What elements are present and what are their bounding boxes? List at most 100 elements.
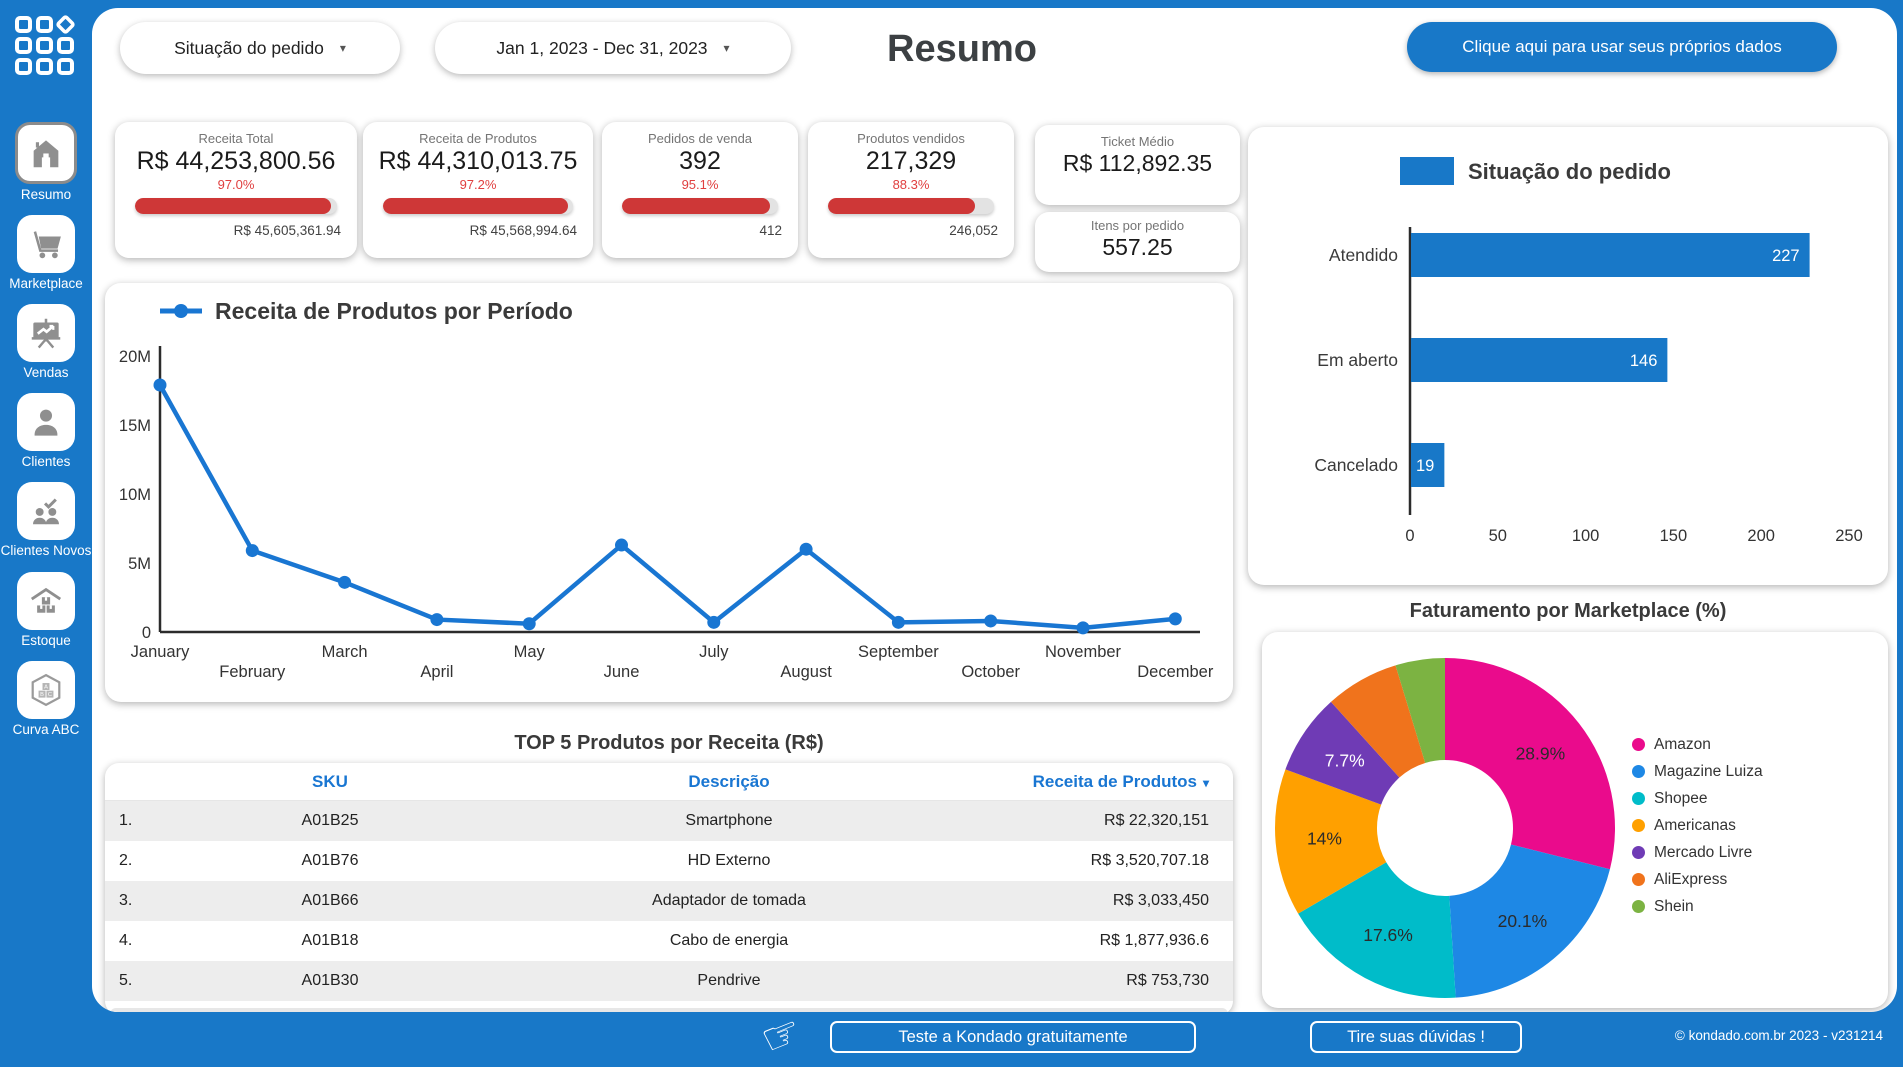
status-filter-label: Situação do pedido [174,37,324,58]
trial-button[interactable]: Teste a Kondado gratuitamente [830,1021,1196,1053]
doubts-button[interactable]: Tire suas dúvidas ! [1310,1021,1522,1053]
line-data-point-april[interactable] [430,613,444,627]
donut-slice-mercado-livre[interactable] [1285,701,1400,805]
line-data-point-january[interactable] [153,378,167,392]
home-icon [15,122,77,184]
donut-slice-amazon[interactable] [1445,658,1615,870]
line-data-point-may[interactable] [522,617,536,631]
footer: ☞ Teste a Kondado gratuitamente Tire sua… [0,1005,1903,1066]
bar-cancelado[interactable] [1411,443,1445,487]
line-data-point-june[interactable] [615,538,628,552]
x-axis-month-label: January [131,643,190,661]
kpi-card-receita-total: Receita Total R$ 44,253,800.56 97.0% R$ … [115,122,357,258]
table-row[interactable]: 4. A01B18 Cabo de energia R$ 1,877,936.6 [105,921,1233,961]
copyright-text: © kondado.com.br 2023 - v231214 [1674,1028,1883,1043]
line-data-point-july[interactable] [707,615,721,629]
bar-atendido[interactable] [1411,233,1810,277]
line-data-point-february[interactable] [245,544,259,558]
people-check-icon [17,482,75,541]
y-axis-tick-label: 15M [119,417,151,435]
sidebar-item-resumo[interactable]: Resumo [0,122,92,202]
kpi-target-value: R$ 45,568,994.64 [469,223,577,238]
line-data-point-december[interactable] [1168,612,1182,626]
sidebar-item-vendas[interactable]: Vendas [0,304,92,380]
table-row[interactable]: 2. A01B76 HD Externo R$ 3,520,707.18 [105,841,1233,881]
legend-label: Magazine Luiza [1654,762,1763,780]
sidebar-item-marketplace[interactable]: Marketplace [0,215,92,291]
sidebar-nav: Resumo Marketplace Vendas Clientes [0,122,92,750]
use-own-data-button[interactable]: Clique aqui para usar seus próprios dado… [1407,22,1837,72]
kpi-card-ticket-medio: Ticket Médio R$ 112,892.35 [1035,125,1240,205]
line-data-point-october[interactable] [984,614,998,628]
sidebar-item-estoque[interactable]: Estoque [0,571,92,648]
legend-item-mercado-livre[interactable]: Mercado Livre [1632,839,1763,866]
legend-color-dot [1632,900,1645,913]
kondado-logo-icon[interactable] [15,13,77,75]
line-data-point-november[interactable] [1076,621,1090,635]
logo-cell [57,58,74,75]
table-horizontal-scrollbar[interactable] [110,1008,1228,1012]
logo-cell [36,37,53,54]
donut-slice-americanas[interactable] [1275,769,1387,914]
line-data-point-march[interactable] [338,575,352,589]
svg-text:A: A [44,684,48,690]
table-row[interactable]: 1. A01B25 Smartphone R$ 22,320,151 [105,801,1233,841]
line-chart-legend-label: Receita de Produtos por Período [215,298,573,324]
donut-slice-shopee[interactable] [1298,862,1456,998]
sidebar-item-clientes[interactable]: Clientes [0,393,92,469]
line-series-path [158,383,1176,631]
bar-em-aberto[interactable] [1411,338,1668,382]
table-row[interactable]: 3. A01B66 Adaptador de tomada R$ 3,033,4… [105,881,1233,921]
logo-cell [15,16,32,33]
row-sku: A01B18 [301,932,359,949]
legend-item-shopee[interactable]: Shopee [1632,785,1763,812]
row-sku: A01B25 [301,812,359,829]
kpi-percent: 95.1% [681,177,719,192]
bar-x-tick-label: 200 [1747,527,1775,545]
receita-column-header-label: Receita de Produtos [1032,771,1197,791]
line-chart: Receita de Produtos por Período 20M 15M 10M… [119,298,1214,681]
status-filter-dropdown[interactable]: Situação do pedido ▾ [120,22,400,74]
donut-slice-magazine-luiza[interactable] [1449,844,1610,998]
y-axis-tick-label: 5M [128,555,151,573]
receita-column-header-sortable[interactable]: Receita de Produtos ▾ [949,772,1233,792]
legend-item-americanas[interactable]: Americanas [1632,812,1763,839]
x-axis-month-label: May [514,643,546,661]
row-receita: R$ 3,033,450 [1112,892,1209,909]
logo-cell [15,37,32,54]
legend-label: Mercado Livre [1654,843,1753,861]
donut-slice-aliexpress[interactable] [1330,665,1426,778]
line-data-point-august[interactable] [799,542,813,556]
sidebar-item-clientes-novos[interactable]: Clientes Novos [0,482,92,558]
kpi-value: 392 [679,147,721,175]
date-range-dropdown[interactable]: Jan 1, 2023 - Dec 31, 2023 ▾ [435,22,791,74]
kpi-percent: 97.2% [459,177,497,192]
bar-category-label: Atendido [1329,245,1398,265]
table-row[interactable]: 5. A01B30 Pendrive R$ 753,730 [105,961,1233,1001]
x-axis-month-label: December [1137,663,1214,681]
legend-item-aliexpress[interactable]: AliExpress [1632,866,1763,893]
legend-item-shein[interactable]: Shein [1632,893,1763,920]
kpi-label: Receita Total [198,131,274,146]
legend-label: Shein [1654,897,1694,915]
bar-chart-card: Situação do pedido Atendido 227 Em aberto 14… [1248,127,1888,585]
donut-slice-shein[interactable] [1395,658,1445,763]
sku-column-header: SKU [312,771,348,791]
kpi-label: Receita de Produtos [419,131,537,146]
bar-value-label: 227 [1772,247,1800,265]
svg-text:C: C [48,692,52,698]
kpi-target-value: R$ 45,605,361.94 [233,223,341,238]
kpi-progress-track [828,198,994,214]
kpi-progress-fill [828,198,975,214]
x-axis-month-label: November [1045,643,1122,661]
chevron-down-icon: ▾ [339,41,346,55]
x-axis-month-label: March [322,643,368,661]
sidebar-item-label: Clientes [21,454,71,470]
x-axis-month-label: September [858,643,939,661]
row-receita: R$ 1,877,936.6 [1099,932,1209,949]
legend-color-dot [1632,873,1645,886]
legend-item-magazine-luiza[interactable]: Magazine Luiza [1632,758,1763,785]
line-data-point-september[interactable] [891,615,905,629]
legend-item-amazon[interactable]: Amazon [1632,731,1763,758]
